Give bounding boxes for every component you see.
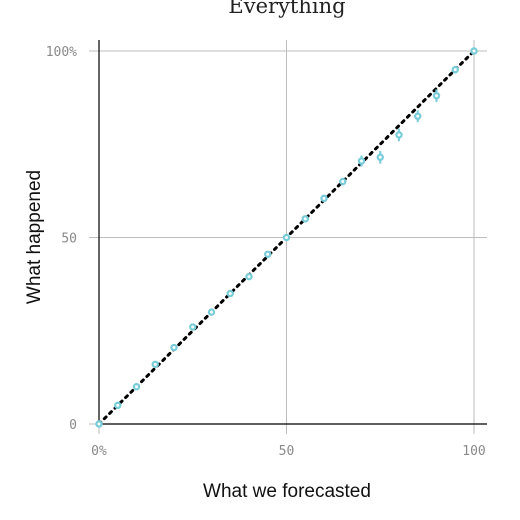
point-marker	[301, 215, 309, 223]
chart-title: Everything	[228, 0, 345, 18]
y-tick-label: 50	[61, 232, 77, 247]
data-point	[245, 272, 253, 281]
data-point	[264, 250, 272, 258]
point-marker	[245, 272, 253, 281]
point-marker	[95, 420, 103, 428]
point-marker	[207, 308, 216, 316]
data-point	[207, 308, 216, 316]
point-marker	[282, 233, 291, 242]
point-marker	[376, 153, 384, 162]
x-axis-label: What we forecasted	[203, 481, 371, 502]
y-tick-label: 0	[69, 418, 77, 433]
point-marker	[339, 177, 347, 186]
point-marker	[414, 112, 422, 120]
data-point	[282, 233, 291, 242]
point-marker	[470, 47, 478, 55]
point-marker	[189, 323, 197, 331]
tick-labels: 0% 50 100 0 50 100%	[46, 45, 486, 459]
point-marker	[132, 383, 141, 391]
x-tick-label: 0%	[91, 444, 107, 459]
data-point	[132, 383, 141, 391]
data-point	[357, 155, 366, 167]
point-marker	[264, 250, 272, 258]
point-marker	[451, 65, 459, 74]
data-point	[151, 360, 159, 369]
data-point	[376, 150, 384, 164]
x-tick-label: 50	[279, 444, 295, 459]
data-point	[114, 401, 122, 410]
data-point	[320, 194, 328, 203]
data-point	[170, 343, 178, 352]
x-tick-label: 100	[462, 444, 485, 459]
data-point	[470, 47, 478, 55]
point-marker	[432, 92, 441, 100]
data-point	[414, 110, 422, 123]
data-point	[432, 89, 441, 103]
data-point	[226, 289, 234, 298]
point-marker	[114, 401, 122, 410]
grid-lines	[89, 40, 487, 434]
point-marker	[226, 289, 234, 298]
data-point	[301, 215, 309, 223]
point-marker	[170, 343, 178, 352]
point-marker	[320, 194, 328, 203]
y-axis-label: What happened	[24, 170, 45, 304]
point-marker	[395, 131, 403, 139]
data-points	[95, 47, 478, 428]
data-point	[339, 177, 347, 186]
y-tick-label: 100%	[46, 45, 77, 60]
data-point	[95, 420, 103, 428]
point-marker	[357, 157, 366, 165]
point-marker	[151, 360, 159, 369]
data-point	[395, 128, 403, 142]
data-point	[451, 65, 459, 74]
data-point	[189, 323, 197, 331]
